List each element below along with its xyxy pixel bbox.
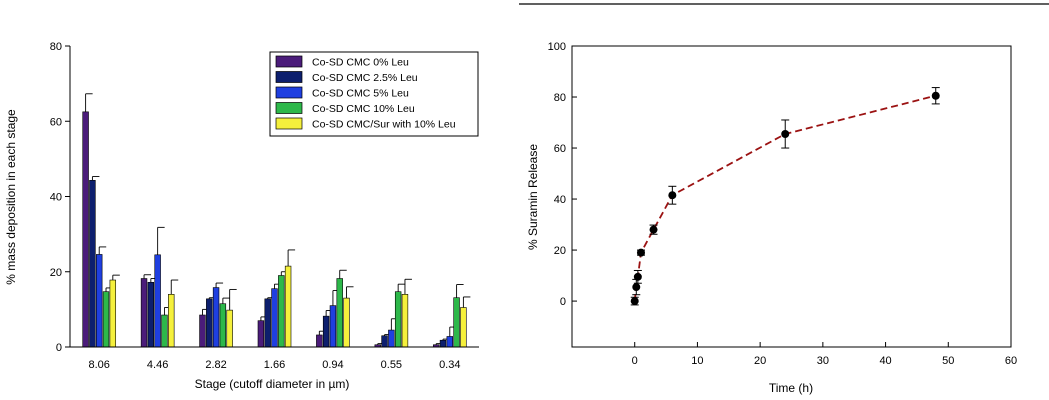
data-point <box>781 130 790 139</box>
bar <box>168 294 175 348</box>
line-x-tick-label: 50 <box>942 355 954 367</box>
bar <box>401 294 409 348</box>
line-x-tick-label: 30 <box>817 355 829 367</box>
line-marks <box>630 87 940 306</box>
bar <box>257 320 265 348</box>
bar <box>102 291 110 348</box>
bar <box>343 297 350 348</box>
bar-x-tick-label: 8.06 <box>89 359 110 371</box>
line-x-tick-label: 60 <box>1005 355 1017 367</box>
bar <box>329 305 337 348</box>
data-point <box>931 91 940 100</box>
bar-x-tick-label: 1.66 <box>264 359 285 371</box>
line-x-axis-title: Time (h) <box>769 381 813 395</box>
bar <box>439 339 447 348</box>
line-y-tick-label: 60 <box>554 143 566 155</box>
bar <box>89 180 96 348</box>
line-y-tick-label: 100 <box>548 41 566 53</box>
bar <box>453 297 460 348</box>
bar-x-tick-label: 2.82 <box>205 359 226 371</box>
bar <box>271 288 278 348</box>
bar-x-tick-label: 0.55 <box>381 359 402 371</box>
bar <box>199 314 206 348</box>
bar <box>226 309 233 348</box>
bar <box>278 275 285 348</box>
legend-swatch <box>275 86 303 99</box>
bar-x-tick-label: 0.94 <box>322 359 343 371</box>
legend-swatch <box>275 71 303 83</box>
bar <box>82 111 89 348</box>
legend-label: Co-SD CMC 0% Leu <box>312 57 409 69</box>
data-point <box>649 225 658 234</box>
bar-y-tick-label: 60 <box>50 116 62 128</box>
line-x-tick-label: 40 <box>879 355 891 367</box>
bar-marks <box>82 93 471 348</box>
legend-label: Co-SD CMC/Sur with 10% Leu <box>312 119 456 131</box>
line-y-axis-title: % Suramin Release <box>526 144 540 250</box>
bar <box>284 265 292 348</box>
bar <box>147 281 155 348</box>
data-point <box>632 283 641 292</box>
bar <box>322 315 330 348</box>
legend-swatch <box>275 117 303 130</box>
bar <box>161 314 168 348</box>
line-x-tick-label: 20 <box>754 355 766 367</box>
legend-label: Co-SD CMC 10% Leu <box>312 103 415 115</box>
line-y-tick-label: 20 <box>554 245 566 257</box>
legend-box <box>269 51 479 137</box>
legend-label: Co-SD CMC 5% Leu <box>312 88 409 100</box>
bar <box>206 298 213 348</box>
line-y-tick-label: 80 <box>554 92 566 104</box>
bar <box>219 303 227 348</box>
line-y-ticks: 0 20 40 60 80 100 <box>548 41 577 308</box>
bar-chart: 0 20 40 60 80 8.06 4.46 2.82 1.66 0.94 0.55 0.34 S… <box>4 41 479 391</box>
bar <box>460 307 467 348</box>
bar <box>109 279 117 348</box>
bar-y-axis-title: % mass deposition in each stage <box>4 109 18 285</box>
line-y-tick-label: 40 <box>554 194 566 206</box>
data-point <box>668 191 677 200</box>
bar <box>96 254 103 348</box>
bar-x-axis-title: Stage (cutoff diameter in µm) <box>195 377 350 391</box>
bar-x-tick-label: 4.46 <box>147 359 168 371</box>
line-y-tick-label: 0 <box>560 296 566 308</box>
bar-y-tick-label: 40 <box>50 192 62 204</box>
bar-x-ticks: 8.06 4.46 2.82 1.66 0.94 0.55 0.34 <box>89 359 461 371</box>
bar <box>140 278 148 348</box>
bar-y-ticks: 0 20 40 60 80 <box>50 41 70 354</box>
line-plot-frame <box>571 45 1012 348</box>
line-x-tick-label: 10 <box>691 355 703 367</box>
line-x-ticks: 0 10 20 30 40 50 60 <box>632 342 1017 367</box>
bar <box>388 329 395 348</box>
bar-x-tick-label: 0.34 <box>439 359 460 371</box>
bar <box>336 278 343 348</box>
bar <box>212 287 220 348</box>
bar <box>316 334 323 348</box>
bar <box>446 336 453 348</box>
bar <box>264 298 271 348</box>
data-point <box>630 297 639 306</box>
legend-swatch <box>275 102 303 114</box>
line-x-tick-label: 0 <box>632 355 638 367</box>
bar <box>381 335 388 348</box>
bar <box>394 291 402 348</box>
data-point <box>633 272 642 281</box>
bar-legend: Co-SD CMC 0% Leu Co-SD CMC 2.5% Leu Co-SD … <box>269 51 479 137</box>
bar-y-tick-label: 0 <box>56 342 62 354</box>
data-point <box>636 248 645 257</box>
line-chart: 0 20 40 60 80 100 0 10 20 30 40 50 60 Time (h) % Su… <box>526 41 1017 395</box>
bar-y-tick-label: 80 <box>50 41 62 53</box>
bar-y-tick-label: 20 <box>50 267 62 279</box>
legend-label: Co-SD CMC 2.5% Leu <box>312 72 418 84</box>
bar <box>154 254 161 348</box>
legend-swatch <box>275 55 303 68</box>
